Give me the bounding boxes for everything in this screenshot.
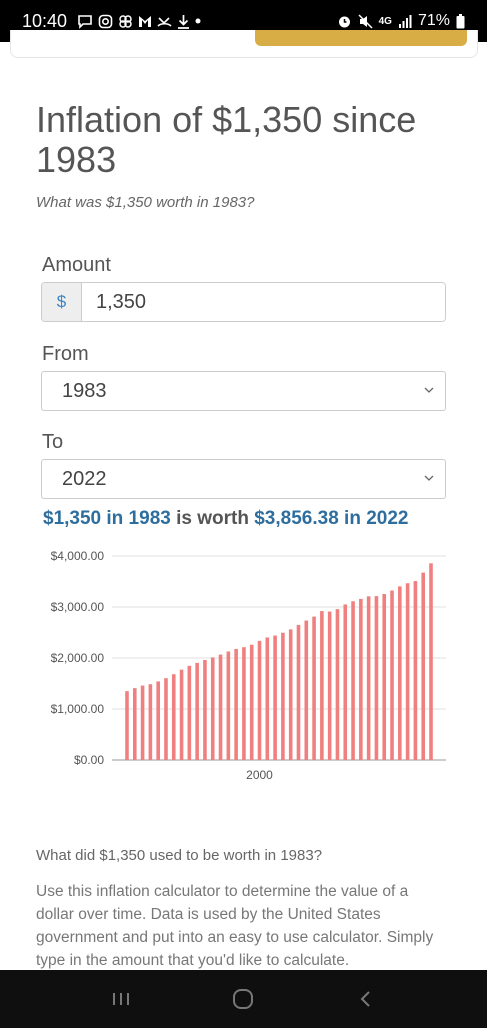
top-card-button[interactable] <box>255 30 467 46</box>
dot-icon <box>195 18 201 24</box>
chevron-down-icon <box>424 387 434 393</box>
chart-bar <box>390 590 394 760</box>
inflation-bar-chart: $0.00 $1,000.00 $2,000.00 $3,000.00 $4,000.0… <box>51 549 446 782</box>
result-end: $3,856.38 in 2022 <box>254 508 409 529</box>
y-tick-label: $3,000.00 <box>51 600 105 614</box>
y-tick-label: $2,000.00 <box>51 651 105 665</box>
mute-icon <box>358 13 373 29</box>
chart-bar <box>218 654 223 760</box>
from-label: From <box>42 343 89 365</box>
chart-bar <box>156 681 160 760</box>
download-icon <box>178 14 190 29</box>
chart-bar <box>304 620 309 760</box>
missed-call-icon <box>157 16 172 27</box>
to-select[interactable]: 2022 <box>41 459 446 499</box>
recent-apps-icon <box>113 993 130 1005</box>
gmail-icon <box>139 16 152 27</box>
y-tick-label: $0.00 <box>74 753 104 767</box>
chart-bar <box>374 596 379 760</box>
chart-bar <box>312 616 316 760</box>
message-icon <box>78 14 92 29</box>
x-tick-label: 2000 <box>246 768 273 782</box>
chart-bar <box>429 563 433 760</box>
chart-bar <box>351 601 355 760</box>
recent-apps-button[interactable] <box>101 979 141 1019</box>
chart-bar <box>187 665 192 760</box>
chevron-down-icon <box>424 475 434 481</box>
home-icon <box>233 989 254 1009</box>
battery-icon <box>456 13 465 28</box>
chart-bar <box>203 659 207 760</box>
chart-bar <box>288 629 293 760</box>
top-card <box>10 30 478 58</box>
notification-icons <box>77 14 201 29</box>
chart-bar <box>421 572 426 760</box>
y-tick-label: $1,000.00 <box>51 702 105 716</box>
chart-bar <box>249 644 254 760</box>
amount-input[interactable]: 1,350 <box>82 283 445 321</box>
chart-bar <box>335 609 340 760</box>
chart-bar <box>171 674 176 760</box>
result-middle: is worth <box>170 508 255 529</box>
chart-bar <box>226 651 231 760</box>
chart-bar <box>398 586 402 760</box>
chart-bar <box>366 596 371 760</box>
from-select-value: 1983 <box>62 379 107 402</box>
chart-bar <box>210 657 215 760</box>
status-time: 10:40 <box>22 10 68 31</box>
chart-bar <box>296 624 301 760</box>
back-button[interactable] <box>346 979 386 1019</box>
battery-percent: 71% <box>417 12 450 29</box>
y-tick-label: $4,000.00 <box>51 549 105 563</box>
result-text: $1,350 in 1983 is worth $3,856.38 in 202… <box>43 508 408 530</box>
chart-bar <box>242 647 246 760</box>
amount-input-group[interactable]: $ 1,350 <box>41 282 446 322</box>
chart-bar <box>132 688 137 760</box>
chart-bar <box>140 685 145 760</box>
chart-bar <box>148 684 153 760</box>
chart-bar <box>382 594 387 760</box>
page-title: Inflation of $1,350 since 1983 <box>36 99 417 180</box>
currency-addon: $ <box>42 283 82 321</box>
chart-bar <box>327 611 332 760</box>
back-icon <box>360 991 370 1007</box>
chart-bar <box>359 598 363 760</box>
chart-bar <box>281 632 285 760</box>
network-type: 4G <box>378 15 392 27</box>
amount-label: Amount <box>42 254 111 276</box>
chart-bar <box>320 611 324 760</box>
chart-bar <box>179 669 184 760</box>
navigation-bar <box>0 970 487 1028</box>
status-right: 4G 71% <box>337 12 465 30</box>
chart-bar <box>405 583 410 760</box>
from-select[interactable]: 1983 <box>41 371 446 411</box>
to-select-value: 2022 <box>62 467 107 490</box>
chart-bar <box>257 640 262 760</box>
home-button[interactable] <box>223 979 263 1019</box>
chart-bar <box>195 662 199 760</box>
chart-bar <box>413 581 418 760</box>
to-label: To <box>42 431 64 453</box>
chart-bar <box>125 691 129 760</box>
chart-bar <box>234 648 238 760</box>
description-text: Use this inflation calculator to determi… <box>36 883 434 969</box>
result-start: $1,350 in 1983 <box>43 508 171 529</box>
app-icon <box>119 14 132 28</box>
page-subtitle: What was $1,350 worth in 1983? <box>36 194 255 211</box>
chart-bar <box>265 637 270 760</box>
instagram-icon <box>98 14 113 28</box>
chart-bar <box>343 604 348 760</box>
chart-bar <box>164 678 168 760</box>
alarm-icon <box>338 16 350 27</box>
status-left: 10:40 <box>22 11 201 32</box>
chart-bar <box>273 635 277 760</box>
question-text: What did $1,350 used to be worth in 1983… <box>36 847 323 864</box>
signal-icon <box>398 14 412 28</box>
